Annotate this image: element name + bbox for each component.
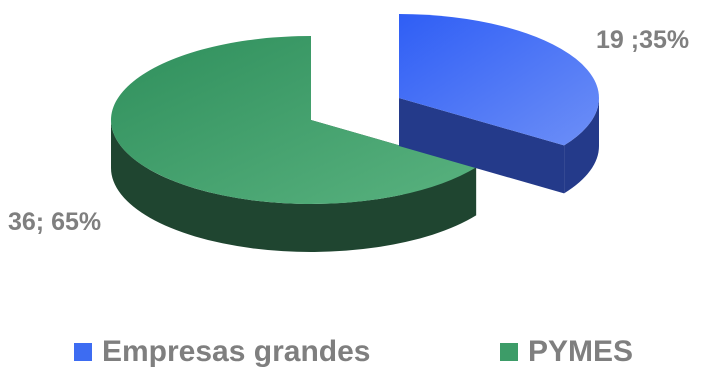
legend-item-empresas-grandes: Empresas grandes [74,335,370,369]
legend-label-empresas-grandes: Empresas grandes [102,335,371,368]
pie-slice-empresas-grandes [399,14,599,194]
pie-slice-side-pymes-0 [111,120,477,252]
pie-slice-top-empresas-grandes [399,14,599,146]
legend-swatch-empresas-grandes [74,343,92,361]
pie-slice-wall-empresas-grandes-1 [399,98,565,194]
data-label-empresas-grandes: 19 ;35% [596,26,690,54]
legend-swatch-pymes [500,343,518,361]
pie-slice-pymes [110,36,477,252]
legend-label-pymes: PYMES [528,335,634,368]
legend: Empresas grandes PYMES [0,335,724,371]
pie-slice-top-pymes [110,36,477,204]
data-label-pymes: 36; 65% [8,208,102,236]
legend-item-pymes: PYMES [500,335,633,369]
pie-slice-side-empresas-grandes-0 [564,98,599,194]
